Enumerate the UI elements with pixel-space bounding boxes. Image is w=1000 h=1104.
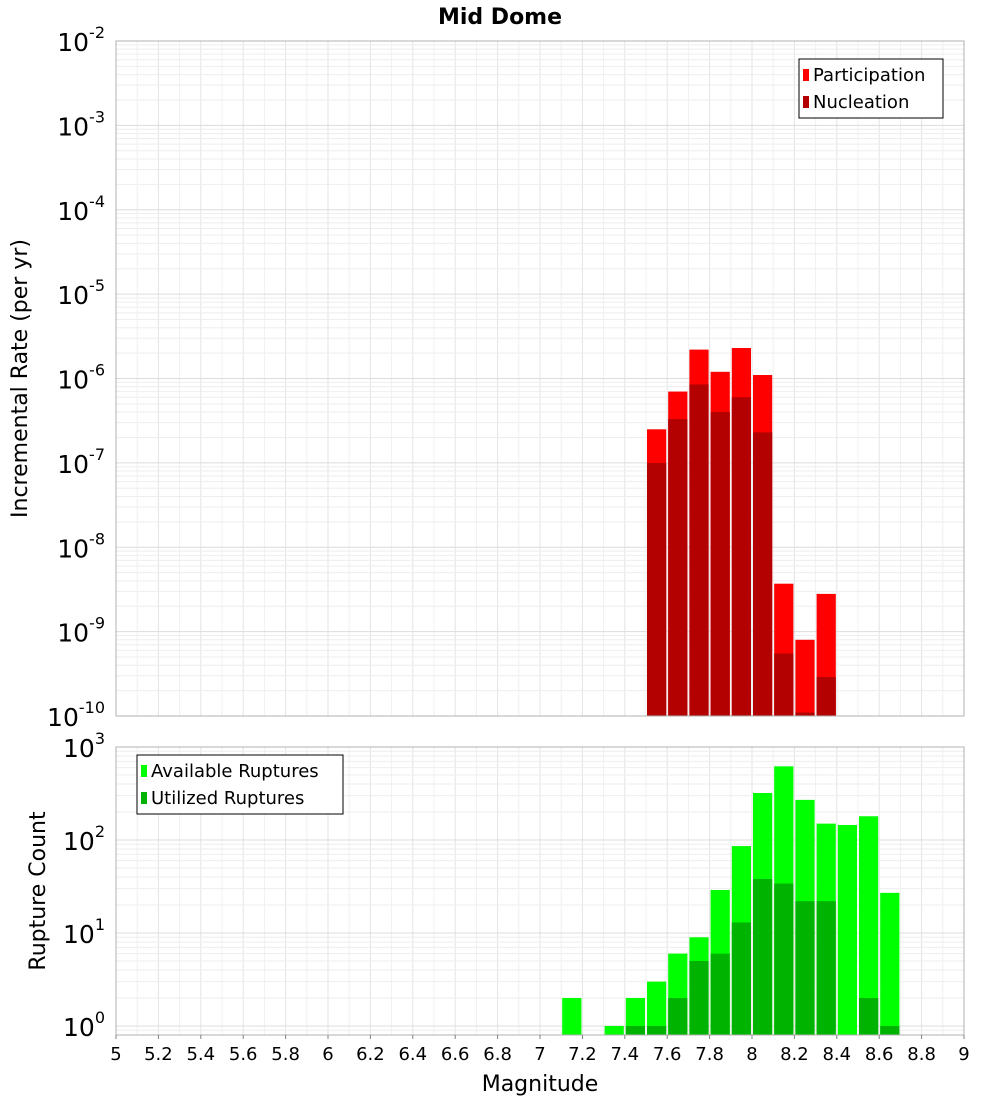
legend-swatch — [803, 96, 809, 108]
bar-available-ruptures — [837, 824, 857, 1035]
y-tick-label: 10-7 — [57, 445, 105, 479]
x-tick-label: 7.2 — [568, 1044, 597, 1065]
y-tick-label: 10-9 — [57, 614, 105, 648]
chart-panel-2: 100 101 102 103 Rupture Count 5 5.2 5.4 5.6 5.8 6 6… — [26, 729, 970, 1097]
legend-swatch — [141, 792, 147, 804]
bar-available-ruptures — [562, 997, 582, 1035]
x-tick-label: 9 — [958, 1044, 969, 1065]
y-tick-label: 10-6 — [57, 361, 105, 395]
bar-nucleation — [753, 432, 773, 716]
x-tick-label: 7.4 — [610, 1044, 639, 1065]
legend-box — [798, 58, 944, 119]
x-tick-label: 5.4 — [186, 1044, 215, 1065]
bar-available-ruptures — [625, 997, 645, 1035]
x-tick-label: 5.6 — [229, 1044, 258, 1065]
bar-nucleation — [647, 462, 667, 716]
bar-available-ruptures — [859, 816, 879, 1035]
bar-available-ruptures — [604, 1025, 624, 1035]
x-tick-label: 5 — [110, 1044, 121, 1065]
x-tick-label: 5.8 — [271, 1044, 300, 1065]
x-tick-label: 6 — [322, 1044, 333, 1065]
y-tick-label: 100 — [63, 1008, 105, 1042]
plot-frame — [115, 40, 965, 717]
chart-panel-1: 10-10 10-9 10-8 10-7 10-6 10-5 10-4 10-3 10-2 Inc… — [8, 5, 965, 732]
x-tick-label: 7.8 — [695, 1044, 724, 1065]
x-tick-label: 6.6 — [441, 1044, 470, 1065]
bar-nucleation — [816, 676, 836, 716]
legend-label: Utilized Ruptures — [151, 788, 304, 809]
bar-nucleation — [774, 653, 794, 716]
legend-label: Available Ruptures — [151, 761, 319, 782]
bar-nucleation — [689, 384, 709, 716]
x-tick-label: 8.6 — [865, 1044, 894, 1065]
x-tick-label: 8.4 — [822, 1044, 851, 1065]
y-tick-label: 10-3 — [57, 107, 105, 141]
y-tick-label: 10-5 — [57, 276, 105, 310]
bar-available-ruptures — [880, 892, 900, 1035]
x-tick-label: 7 — [534, 1044, 545, 1065]
x-axis-label: Magnitude — [482, 1072, 599, 1097]
bar-utilized-ruptures — [689, 960, 709, 1035]
bar-utilized-ruptures — [795, 901, 815, 1035]
legend-label: Nucleation — [813, 92, 909, 113]
y-tick-label: 102 — [63, 822, 105, 856]
x-tick-label: 6.4 — [398, 1044, 427, 1065]
legend-label: Participation — [813, 65, 925, 86]
bar-available-ruptures — [647, 981, 667, 1035]
bar-nucleation — [710, 412, 730, 716]
bar-nucleation — [795, 712, 815, 716]
x-tick-label: 6.2 — [356, 1044, 385, 1065]
legend-swatch — [803, 69, 809, 81]
x-tick-label: 8.2 — [780, 1044, 809, 1065]
y-tick-label: 10-8 — [57, 529, 105, 563]
bar-utilized-ruptures — [668, 997, 688, 1035]
bar-utilized-ruptures — [710, 953, 730, 1035]
bar-utilized-ruptures — [859, 997, 879, 1035]
x-tick-label: 6.8 — [483, 1044, 512, 1065]
x-tick-label: 5.2 — [144, 1044, 173, 1065]
y-tick-label: 101 — [63, 915, 105, 949]
legend-box — [136, 754, 344, 815]
x-tick-label: 8.8 — [907, 1044, 936, 1065]
chart-title: Mid Dome — [438, 5, 562, 30]
y-axis-label: Rupture Count — [26, 811, 51, 971]
y-tick-label: 10-10 — [47, 698, 105, 732]
bar-utilized-ruptures — [625, 1025, 645, 1035]
y-tick-label: 10-2 — [57, 23, 105, 57]
bar-nucleation — [731, 397, 751, 716]
bar-utilized-ruptures — [647, 1025, 667, 1035]
x-tick-label: 7.6 — [653, 1044, 682, 1065]
bar-participation — [795, 639, 815, 716]
bar-utilized-ruptures — [753, 879, 773, 1035]
y-axis-label: Incremental Rate (per yr) — [8, 239, 33, 518]
legend-swatch — [141, 765, 147, 777]
bar-utilized-ruptures — [816, 901, 836, 1035]
bar-utilized-ruptures — [774, 883, 794, 1035]
x-tick-label: 8 — [746, 1044, 757, 1065]
bar-nucleation — [668, 419, 688, 716]
y-tick-label: 10-4 — [57, 192, 105, 226]
bar-utilized-ruptures — [731, 922, 751, 1035]
bar-utilized-ruptures — [880, 1025, 900, 1035]
y-tick-label: 103 — [63, 729, 105, 763]
